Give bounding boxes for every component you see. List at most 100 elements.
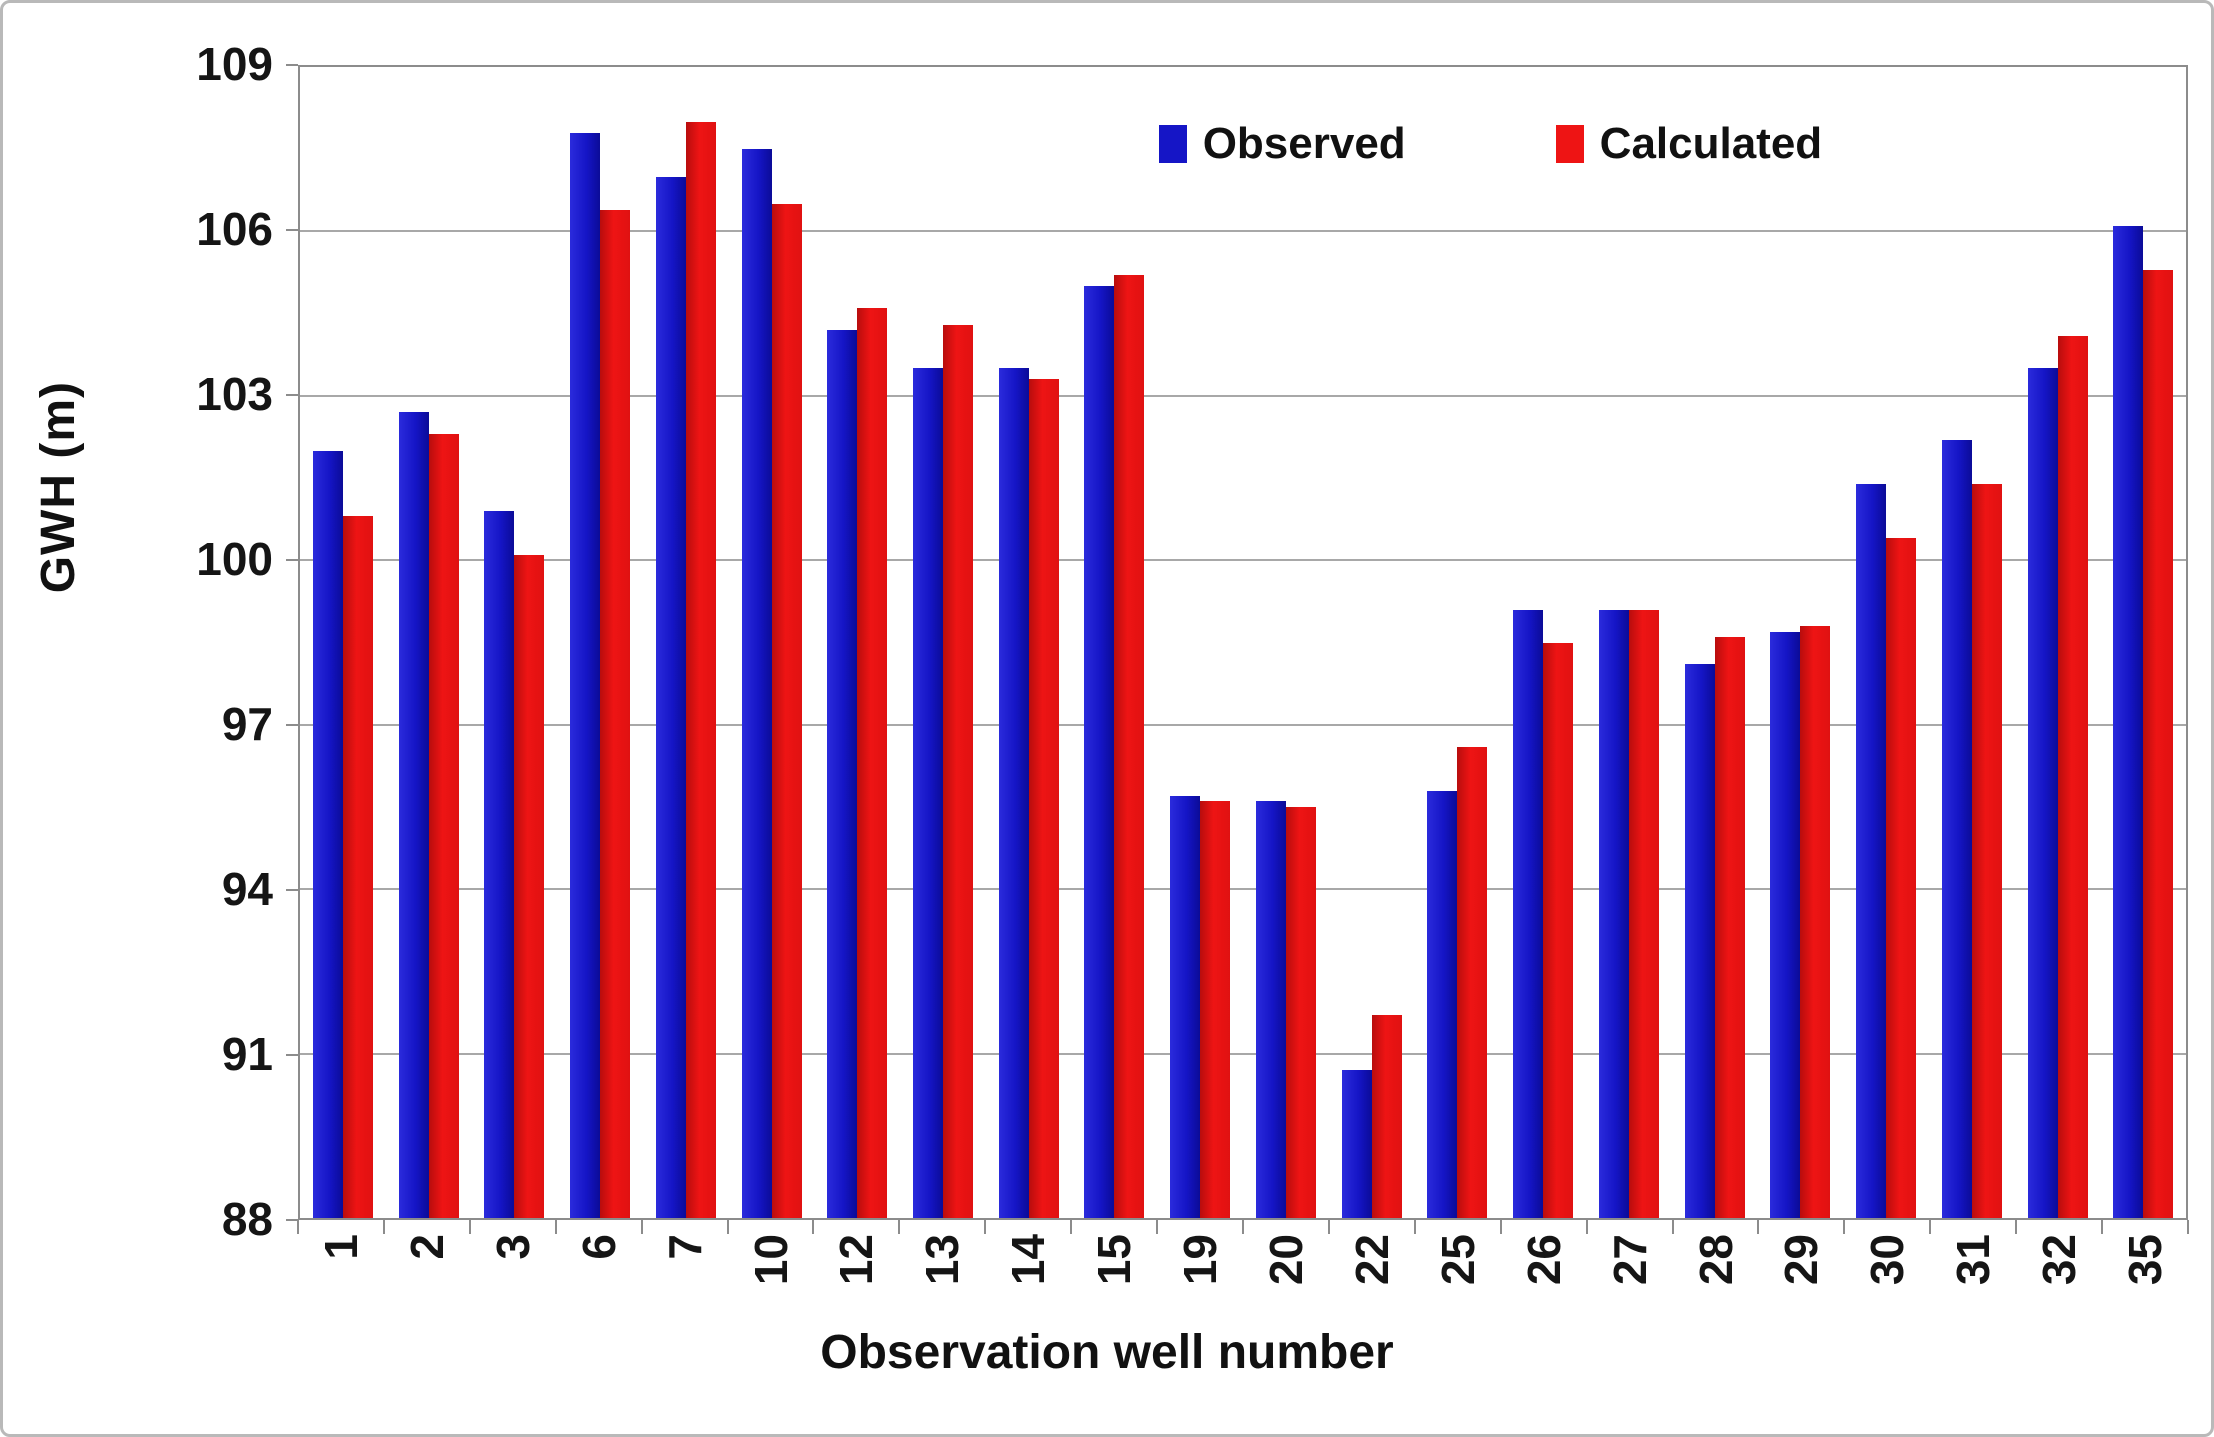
legend-label-calculated: Calculated <box>1599 119 1823 168</box>
x-tick-mark <box>898 1220 901 1234</box>
bar-calculated-2 <box>428 434 459 1218</box>
bar-calculated-6 <box>600 209 631 1218</box>
bar-group-12 <box>814 67 900 1218</box>
bar-calculated-29 <box>1800 626 1831 1218</box>
bar-observed-28 <box>1684 664 1715 1218</box>
y-tick-label-100: 100 <box>196 532 273 585</box>
bar-calculated-7 <box>685 121 716 1218</box>
bar-group-31 <box>1929 67 2015 1218</box>
y-tick-mark-91 <box>286 1054 298 1056</box>
x-tick-label-31: 31 <box>1947 1234 2000 1286</box>
x-tick-label-2: 2 <box>400 1234 453 1260</box>
y-tick-label-94: 94 <box>221 862 273 915</box>
x-tick-mark <box>812 1220 815 1234</box>
bar-calculated-26 <box>1543 642 1574 1218</box>
bar-group-2 <box>386 67 472 1218</box>
x-tick-mark <box>1070 1220 1073 1234</box>
bar-observed-19 <box>1170 795 1201 1218</box>
x-tick-mark <box>1843 1220 1846 1234</box>
x-tick-label-27: 27 <box>1603 1234 1656 1286</box>
bar-calculated-31 <box>1971 483 2002 1218</box>
gridline-97 <box>300 723 2186 726</box>
bar-group-7 <box>643 67 729 1218</box>
x-tick-label-6: 6 <box>572 1234 625 1260</box>
bar-calculated-20 <box>1285 806 1316 1218</box>
bar-observed-15 <box>1084 286 1115 1218</box>
x-tick-mark <box>468 1220 471 1234</box>
x-tick-mark <box>382 1220 385 1234</box>
x-tick-mark <box>1499 1220 1502 1234</box>
bar-observed-10 <box>741 149 772 1218</box>
legend-swatch-calculated-icon <box>1555 125 1584 163</box>
bar-observed-2 <box>398 412 429 1218</box>
x-tick-mark <box>2101 1220 2104 1234</box>
bar-calculated-25 <box>1457 746 1488 1218</box>
x-tick-mark <box>1671 1220 1674 1234</box>
bar-group-35 <box>2100 67 2186 1218</box>
bar-observed-6 <box>570 132 601 1218</box>
gridline-91 <box>300 1052 2186 1055</box>
x-tick-mark <box>1327 1220 1330 1234</box>
bar-calculated-13 <box>943 324 973 1218</box>
bar-calculated-30 <box>1886 538 1917 1218</box>
x-tick-mark <box>554 1220 557 1234</box>
bar-observed-31 <box>1941 439 1972 1218</box>
bar-observed-25 <box>1427 790 1458 1218</box>
y-tick-mark-103 <box>286 394 298 396</box>
y-axis-labels: 88 91 94 97 100 103 106 109 <box>43 38 273 1245</box>
y-tick-mark-106 <box>286 229 298 231</box>
legend-label-observed: Observed <box>1202 119 1406 168</box>
bar-observed-32 <box>2027 368 2058 1218</box>
x-tick-label-7: 7 <box>658 1234 711 1260</box>
bar-group-19 <box>1157 67 1243 1218</box>
bar-calculated-3 <box>514 554 545 1218</box>
gridline-100 <box>300 559 2186 562</box>
y-axis-tick-marks <box>286 64 298 1221</box>
gridlines <box>300 67 2186 1218</box>
y-tick-label-103: 103 <box>196 367 273 420</box>
x-tick-mark <box>2187 1220 2189 1234</box>
x-tick-label-26: 26 <box>1517 1234 1570 1286</box>
plot-area: Observed Calculated <box>298 65 2188 1220</box>
bar-group-32 <box>2015 67 2101 1218</box>
bar-group-22 <box>1329 67 1415 1218</box>
x-tick-mark <box>1156 1220 1159 1234</box>
y-tick-label-97: 97 <box>221 697 273 750</box>
bar-calculated-27 <box>1628 609 1659 1218</box>
bar-observed-7 <box>655 176 686 1218</box>
x-tick-label-29: 29 <box>1775 1234 1828 1286</box>
bar-observed-12 <box>827 330 858 1218</box>
bar-calculated-1 <box>342 516 373 1218</box>
x-tick-label-19: 19 <box>1174 1234 1227 1286</box>
x-tick-mark <box>1413 1220 1416 1234</box>
x-tick-label-20: 20 <box>1259 1234 1312 1286</box>
x-tick-mark <box>2015 1220 2018 1234</box>
y-tick-mark-100 <box>286 559 298 561</box>
legend-swatch-observed-icon <box>1158 125 1187 163</box>
bar-group-30 <box>1843 67 1929 1218</box>
x-tick-mark <box>1242 1220 1244 1234</box>
bar-group-29 <box>1757 67 1843 1218</box>
x-tick-mark <box>984 1220 987 1234</box>
gridline-103 <box>300 394 2186 397</box>
bar-observed-14 <box>998 368 1029 1218</box>
bar-group-25 <box>1415 67 1501 1218</box>
x-tick-label-28: 28 <box>1689 1234 1742 1286</box>
x-axis-title: Observation well number <box>820 1326 1394 1379</box>
gridline-94 <box>300 888 2186 891</box>
y-tick-mark-97 <box>286 724 298 726</box>
x-tick-mark <box>726 1220 729 1234</box>
y-tick-mark-88 <box>286 1219 298 1221</box>
bar-group-14 <box>986 67 1072 1218</box>
x-tick-label-32: 32 <box>2033 1234 2086 1286</box>
bar-observed-20 <box>1255 801 1286 1218</box>
x-tick-label-12: 12 <box>830 1234 883 1286</box>
bar-observed-30 <box>1856 483 1887 1218</box>
bars-layer <box>300 67 2186 1218</box>
bar-observed-3 <box>484 510 515 1218</box>
x-tick-label-35: 35 <box>2119 1234 2172 1286</box>
bar-calculated-19 <box>1200 801 1231 1218</box>
x-tick-label-10: 10 <box>744 1234 797 1286</box>
bar-observed-13 <box>913 368 943 1218</box>
